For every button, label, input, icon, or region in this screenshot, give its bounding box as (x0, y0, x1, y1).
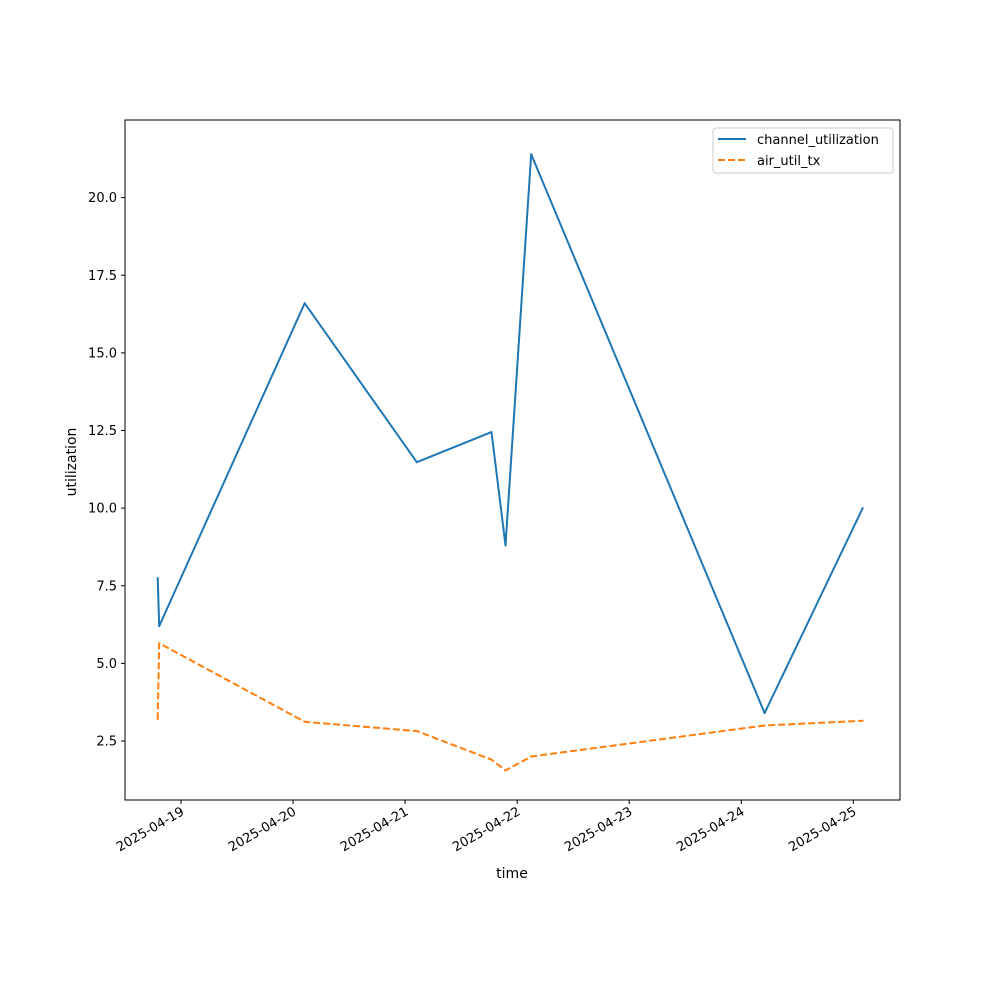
y-axis: 2.5 5.0 7.5 10.0 12.5 15.0 17.5 20.0 (88, 191, 125, 750)
data-point-channel_utilization (861, 507, 864, 510)
y-tick-label: 5.0 (96, 657, 117, 672)
data-point-air_util_tx (490, 758, 493, 761)
data-point-air_util_tx (156, 718, 159, 721)
plot-area (125, 120, 900, 800)
legend: channel_utilization air_util_tx (712, 127, 894, 174)
data-point-channel_utilization (530, 153, 533, 156)
data-point-channel_utilization (415, 461, 418, 464)
data-point-air_util_tx (504, 769, 507, 772)
data-point-channel_utilization (490, 431, 493, 434)
legend-label-air_util_tx: air_util_tx (757, 154, 821, 169)
data-point-air_util_tx (763, 724, 766, 727)
y-tick-label: 2.5 (96, 735, 117, 750)
y-tick-label: 17.5 (88, 269, 117, 284)
legend-box (712, 127, 894, 174)
y-tick-label: 20.0 (88, 191, 117, 206)
data-point-air_util_tx (530, 755, 533, 758)
plot-frame (124, 119, 901, 801)
data-point-air_util_tx (303, 720, 306, 723)
legend-label-channel_utilization: channel_utilization (757, 133, 879, 148)
y-axis-label: utilization (64, 428, 80, 497)
y-tick-label: 12.5 (88, 424, 117, 439)
data-point-channel_utilization (158, 625, 161, 628)
data-point-air_util_tx (158, 642, 161, 645)
data-point-channel_utilization (303, 302, 306, 305)
y-tick-label: 7.5 (96, 579, 117, 594)
series-layer (156, 153, 864, 772)
y-tick-label: 15.0 (88, 346, 117, 361)
data-point-channel_utilization (763, 712, 766, 715)
data-point-channel_utilization (504, 544, 507, 547)
y-tick-label: 10.0 (88, 502, 117, 517)
data-point-air_util_tx (861, 719, 864, 722)
data-point-air_util_tx (415, 730, 418, 733)
data-point-channel_utilization (156, 577, 159, 579)
x-axis-label: time (496, 866, 528, 882)
